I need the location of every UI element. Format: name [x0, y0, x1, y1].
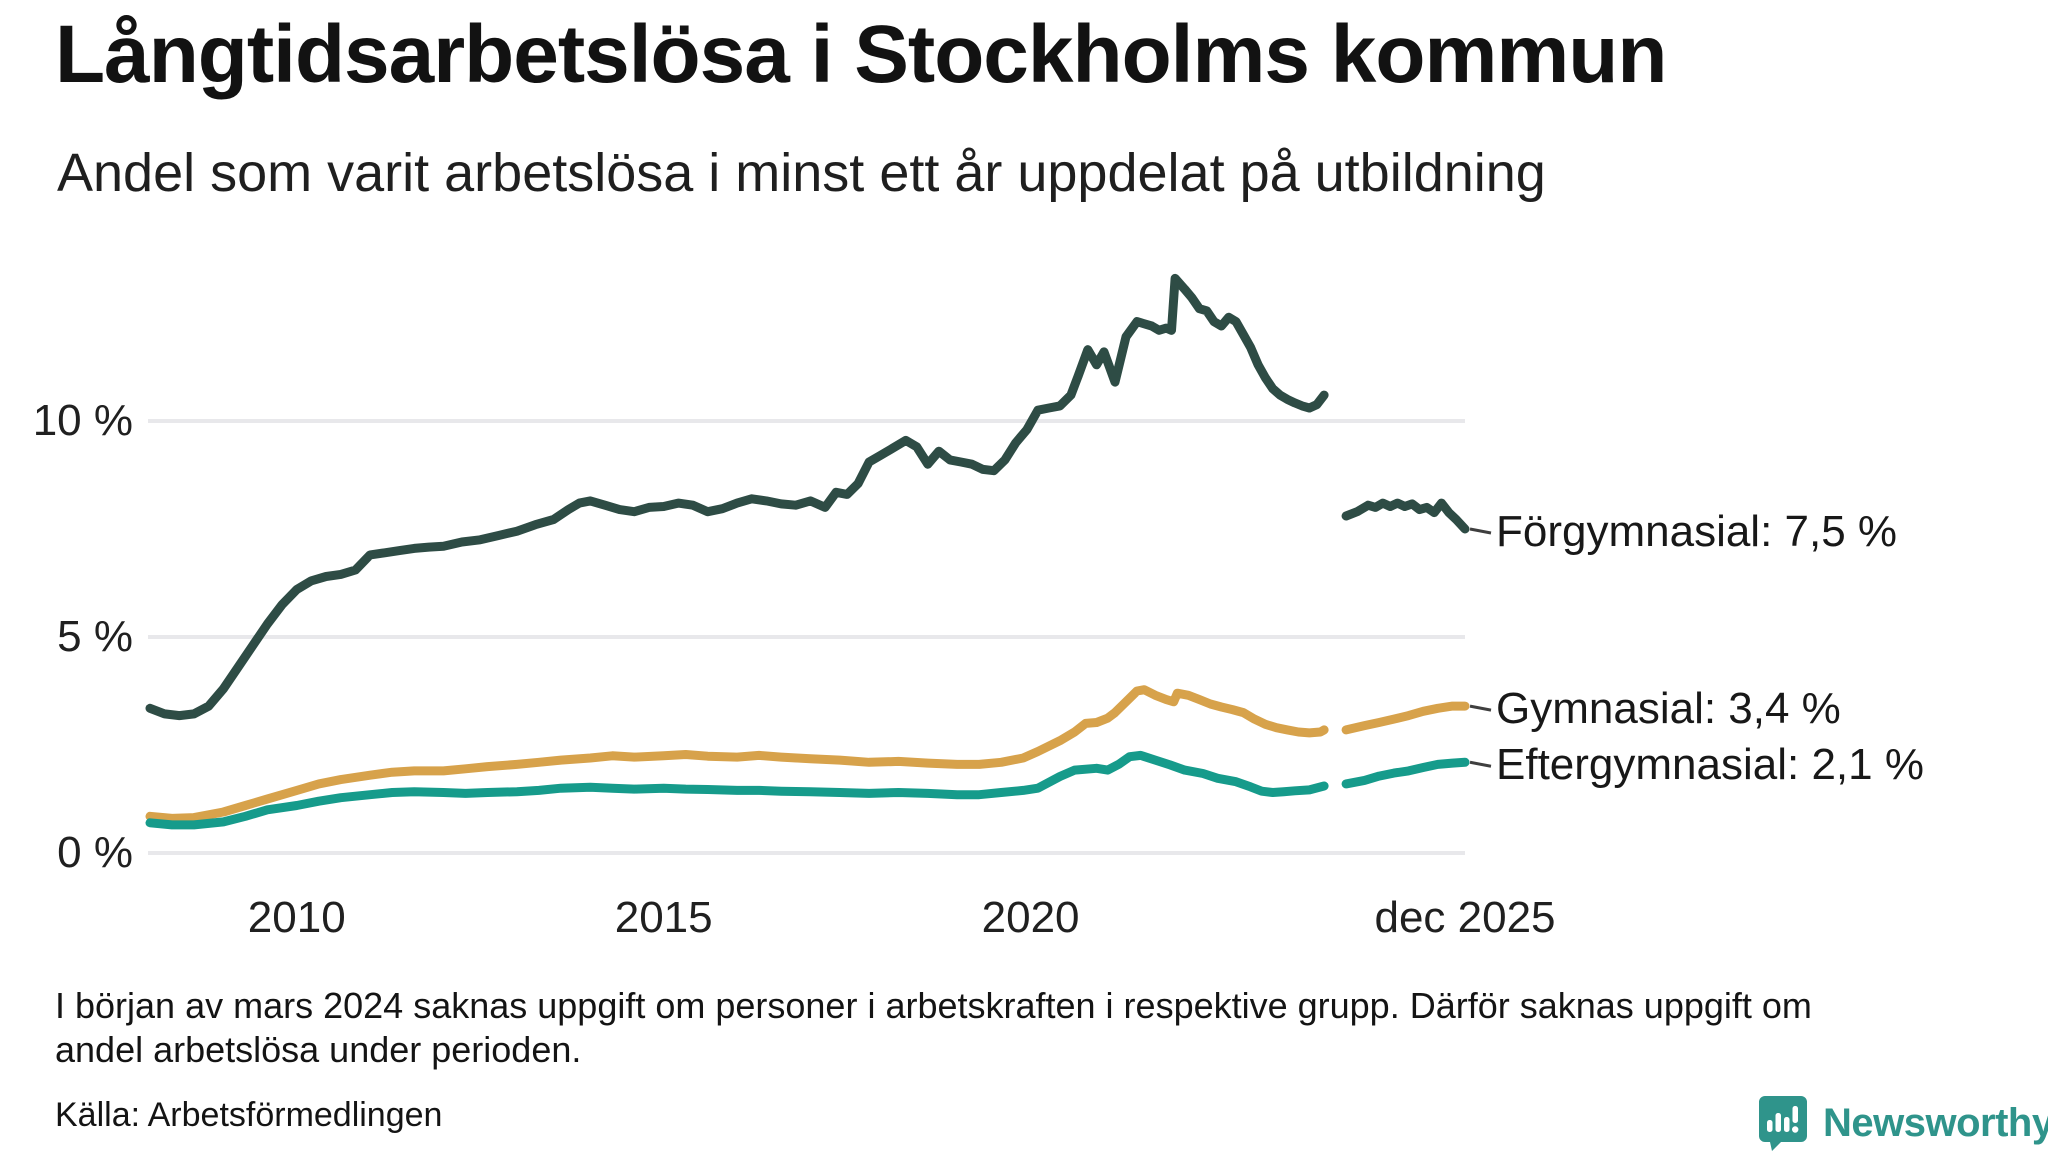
chart-title: Långtidsarbetslösa i Stockholms kommun [55, 9, 1667, 100]
x-axis-tick-2010: 2010 [247, 893, 346, 942]
y-axis-tick-5: 5 % [57, 612, 133, 661]
footnote-line-1: I början av mars 2024 saknas uppgift om … [55, 985, 1812, 1026]
series-end-label-forgymnasial: Förgymnasial: 7,5 % [1496, 507, 1898, 556]
logo-exclamation-bar [1792, 1106, 1798, 1123]
y-axis-tick-10: 10 % [32, 396, 133, 445]
newsworthy-logo[interactable]: Newsworthy [1757, 1094, 2048, 1152]
series-line-forgymnasial-seg1 [1341, 498, 1470, 534]
newsworthy-logo-text: Newsworthy [1823, 1100, 2048, 1145]
y-axis-tick-0: 0 % [57, 828, 133, 877]
logo-bar-tall [1775, 1113, 1781, 1132]
chart-subtitle: Andel som varit arbetslösa i minst ett å… [57, 143, 1546, 203]
footnote-line-2: andel arbetslösa under perioden. [55, 1029, 582, 1070]
series-line-eftergymnasial-seg0 [145, 750, 1329, 830]
series-end-label-eftergymnasial: Eftergymnasial: 2,1 % [1496, 740, 1924, 790]
logo-bar-medium [1784, 1117, 1790, 1132]
series-line-gymnasial-seg0 [145, 685, 1329, 823]
series-line-gymnasial-seg1 [1341, 701, 1470, 735]
series-line-eftergymnasial-seg1 [1341, 757, 1470, 789]
leader-dash-gymnasial [1469, 704, 1492, 712]
x-axis-tick-2015: 2015 [614, 893, 713, 942]
series-end-label-gymnasial: Gymnasial: 3,4 % [1496, 684, 1841, 734]
newsworthy-logo-icon [1759, 1096, 1807, 1151]
logo-exclamation-dot [1792, 1126, 1799, 1133]
leader-dash-forgymnasial [1469, 527, 1492, 535]
chart-footnote: I början av mars 2024 saknas uppgift om … [55, 984, 2015, 1072]
series-line-forgymnasial-seg0 [145, 273, 1329, 721]
source-credit: Källa: Arbetsförmedlingen [55, 1096, 443, 1134]
x-axis-tick-dec2025: dec 2025 [1374, 893, 1556, 942]
logo-bar-small [1767, 1120, 1773, 1132]
leader-dash-eftergymnasial [1469, 760, 1492, 768]
x-axis-tick-2020: 2020 [981, 893, 1080, 942]
